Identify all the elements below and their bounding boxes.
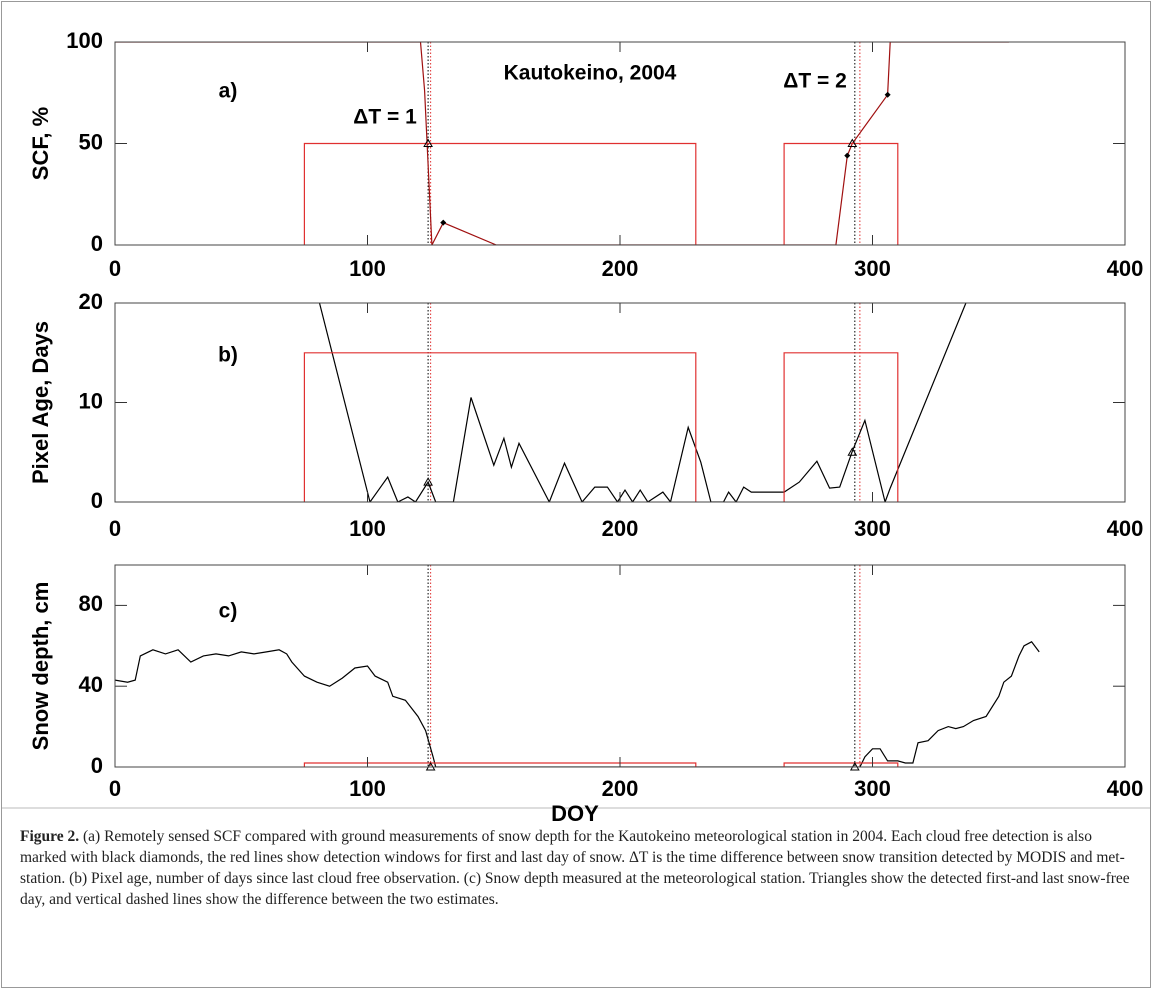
x-tick-label: 200 [602,256,639,281]
x-tick-label: 100 [349,516,386,541]
x-tick-label: 200 [602,516,639,541]
triangle [423,477,433,486]
x-tick-label: 0 [109,516,121,541]
x-tick-label: 300 [854,256,891,281]
triangle [847,138,858,147]
y-tick-label: 0 [91,231,103,256]
plot-frame [114,302,1126,503]
y-tick-label: 0 [91,753,103,778]
plot-area [115,565,1040,767]
y-tick-label: 80 [79,591,103,616]
y-tick-label: 10 [79,388,103,413]
triangle [847,447,858,456]
annotation: c) [219,600,238,623]
x-tick-label: 200 [602,776,639,801]
plot-frame [114,41,1126,246]
plot-frame [114,564,1126,768]
y-axis-label: Pixel Age, Days [28,321,53,484]
diamond [440,219,447,226]
plot-area [303,303,967,502]
x-tick-label: 400 [1107,776,1144,801]
triangle [423,138,433,147]
x-axis-label: DOY [551,801,599,826]
annotation: Kautokeino, 2004 [504,62,677,85]
series-line [318,303,967,502]
y-tick-label: 50 [79,129,103,154]
annotation: ΔT = 1 [353,106,417,129]
x-tick-label: 400 [1107,516,1144,541]
diamond [884,91,891,98]
y-tick-label: 0 [91,488,103,513]
x-tick-label: 300 [854,776,891,801]
annotation: b) [218,344,238,367]
y-tick-label: 20 [79,289,103,314]
x-tick-label: 0 [109,776,121,801]
y-axis-label: Snow depth, cm [28,582,53,751]
series-line [115,641,1040,767]
x-tick-label: 100 [349,776,386,801]
x-tick-label: 100 [349,256,386,281]
annotation: a) [219,80,238,103]
series-line [303,762,697,767]
x-tick-label: 0 [109,256,121,281]
series-line [115,42,1009,245]
series-line [303,352,697,502]
x-tick-label: 300 [854,516,891,541]
caption: Figure 2. (a) Remotely sensed SCF compar… [20,826,1130,910]
series-line [303,142,697,245]
series-line [783,762,899,767]
y-tick-label: 100 [66,28,103,53]
caption-label: Figure 2. [20,828,80,845]
series-line [783,142,899,245]
y-tick-label: 40 [79,672,103,697]
caption-text: (a) Remotely sensed SCF compared with gr… [20,828,1130,908]
annotation: ΔT = 2 [783,70,847,93]
diamond [844,152,851,159]
x-tick-label: 400 [1107,256,1144,281]
series-line [783,352,899,502]
y-axis-label: SCF, % [28,107,53,180]
